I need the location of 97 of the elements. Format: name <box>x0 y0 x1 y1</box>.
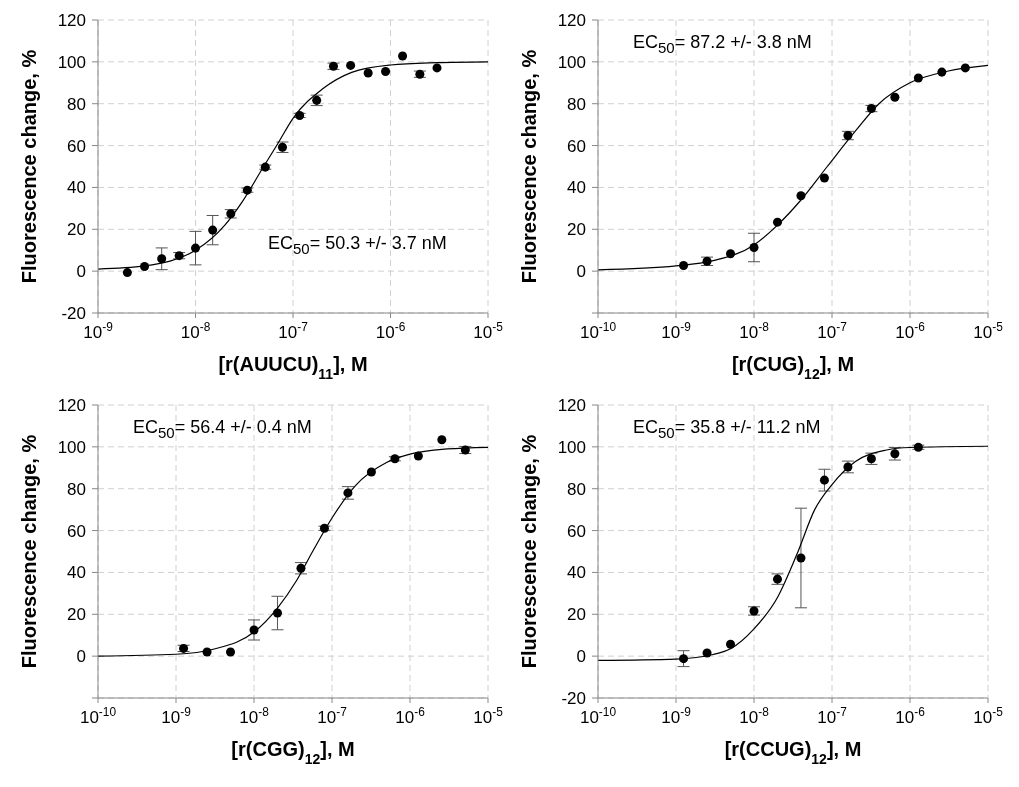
point <box>437 435 447 445</box>
point <box>122 268 132 278</box>
x-tick-label: 10$^{-9}$ <box>661 705 692 727</box>
point <box>140 262 150 272</box>
y-tick-label: 80 <box>567 94 586 114</box>
point <box>796 191 806 201</box>
point <box>272 608 282 618</box>
x-tick-label: 10$^{-7}$ <box>817 320 848 342</box>
point <box>226 647 236 657</box>
x-tick-label: 10$^{-7}$ <box>278 320 309 342</box>
x-tick-label: 10$^{-8}$ <box>739 705 770 727</box>
y-axis-title: Fluorescence change, % <box>518 49 540 284</box>
x-tick-label: 10$^{-10}$ <box>579 320 617 342</box>
point <box>913 73 923 83</box>
x-tick-label: 10$^{-5}$ <box>473 320 504 342</box>
x-tick-label: 10$^{-6}$ <box>895 320 926 342</box>
y-tick-label: -20 <box>561 689 586 708</box>
point <box>772 217 782 227</box>
y-tick-label: 20 <box>567 220 586 240</box>
x-tick-label: 10$^{-5}$ <box>973 705 1004 727</box>
point <box>937 67 947 77</box>
y-axis-title: Fluorescence change, % <box>18 49 40 284</box>
y-tick-label: -20 <box>61 304 86 323</box>
x-axis-title: [r(CGG)$_{12}$], M <box>231 738 355 767</box>
point <box>202 647 212 657</box>
x-axis-title: [r(CCUG)$_{12}$], M <box>724 738 862 767</box>
point <box>346 60 356 70</box>
x-tick-label: 10$^{-9}$ <box>661 320 692 342</box>
point <box>890 92 900 102</box>
y-tick-label: 60 <box>567 136 586 156</box>
point <box>749 242 759 252</box>
y-tick-label: 0 <box>76 262 86 282</box>
y-tick-label: 60 <box>67 136 86 156</box>
y-tick-label: 40 <box>67 563 86 583</box>
point <box>432 63 442 73</box>
y-tick-label: 60 <box>567 521 586 541</box>
x-tick-label: 10$^{-6}$ <box>395 705 426 727</box>
y-tick-label: 40 <box>567 178 586 198</box>
point <box>398 51 408 61</box>
point <box>381 66 391 76</box>
y-tick-label: 100 <box>557 437 586 457</box>
y-tick-label: 0 <box>576 647 586 667</box>
point <box>960 63 970 73</box>
x-tick-label: 10$^{-8}$ <box>239 705 270 727</box>
x-tick-label: 10$^{-6}$ <box>375 320 406 342</box>
x-tick-label: 10$^{-6}$ <box>895 705 926 727</box>
x-tick-label: 10$^{-9}$ <box>161 705 192 727</box>
x-tick-label: 10$^{-8}$ <box>180 320 211 342</box>
x-tick-label: 10$^{-10}$ <box>79 705 117 727</box>
x-axis-title: [r(CUG)$_{12}$], M <box>731 353 855 382</box>
x-tick-label: 10$^{-7}$ <box>317 705 348 727</box>
point <box>157 254 167 264</box>
y-tick-label: 100 <box>557 52 586 72</box>
y-tick-label: 20 <box>567 605 586 625</box>
y-tick-label: 100 <box>57 437 86 457</box>
annotation: EC$_{50}$= 56.4 +/- 0.4 nM <box>133 417 312 441</box>
x-tick-label: 10$^{-8}$ <box>739 320 770 342</box>
y-tick-label: 120 <box>57 11 86 30</box>
y-tick-label: 100 <box>57 52 86 72</box>
y-axis-title: Fluorescence change, % <box>18 434 40 669</box>
y-tick-label: 80 <box>67 94 86 114</box>
x-tick-label: 10$^{-9}$ <box>83 320 114 342</box>
x-tick-label: 10$^{-10}$ <box>579 705 617 727</box>
y-tick-label: 20 <box>67 605 86 625</box>
point <box>726 249 736 259</box>
point <box>679 260 689 270</box>
point <box>819 173 829 183</box>
y-tick-label: 40 <box>567 563 586 583</box>
point <box>208 225 218 235</box>
y-tick-label: 120 <box>557 396 586 415</box>
x-tick-label: 10$^{-5}$ <box>473 705 504 727</box>
annotation: EC$_{50}$= 35.8 +/- 11.2 nM <box>633 417 821 441</box>
y-tick-label: 0 <box>76 647 86 667</box>
y-tick-label: 80 <box>567 479 586 499</box>
y-tick-label: 40 <box>67 178 86 198</box>
annotation: EC$_{50}$= 50.3 +/- 3.7 nM <box>268 233 447 257</box>
annotation: EC$_{50}$= 87.2 +/- 3.8 nM <box>633 32 812 56</box>
point <box>702 648 712 658</box>
y-axis-title: Fluorescence change, % <box>518 434 540 669</box>
point <box>413 451 423 461</box>
point <box>796 553 806 563</box>
point <box>679 654 689 664</box>
y-tick-label: 120 <box>57 396 86 415</box>
y-tick-label: 0 <box>576 262 586 282</box>
x-axis-title: [r(AUUCU)$_{11}$], M <box>218 353 368 382</box>
point <box>726 639 736 649</box>
y-tick-label: 20 <box>67 220 86 240</box>
point <box>366 467 376 477</box>
point <box>363 68 373 78</box>
y-tick-label: 60 <box>67 521 86 541</box>
point <box>819 475 829 485</box>
point <box>190 243 201 253</box>
x-tick-label: 10$^{-5}$ <box>973 320 1004 342</box>
point <box>249 625 259 635</box>
y-tick-label: 80 <box>67 479 86 499</box>
x-tick-label: 10$^{-7}$ <box>817 705 848 727</box>
y-tick-label: 120 <box>557 11 586 30</box>
